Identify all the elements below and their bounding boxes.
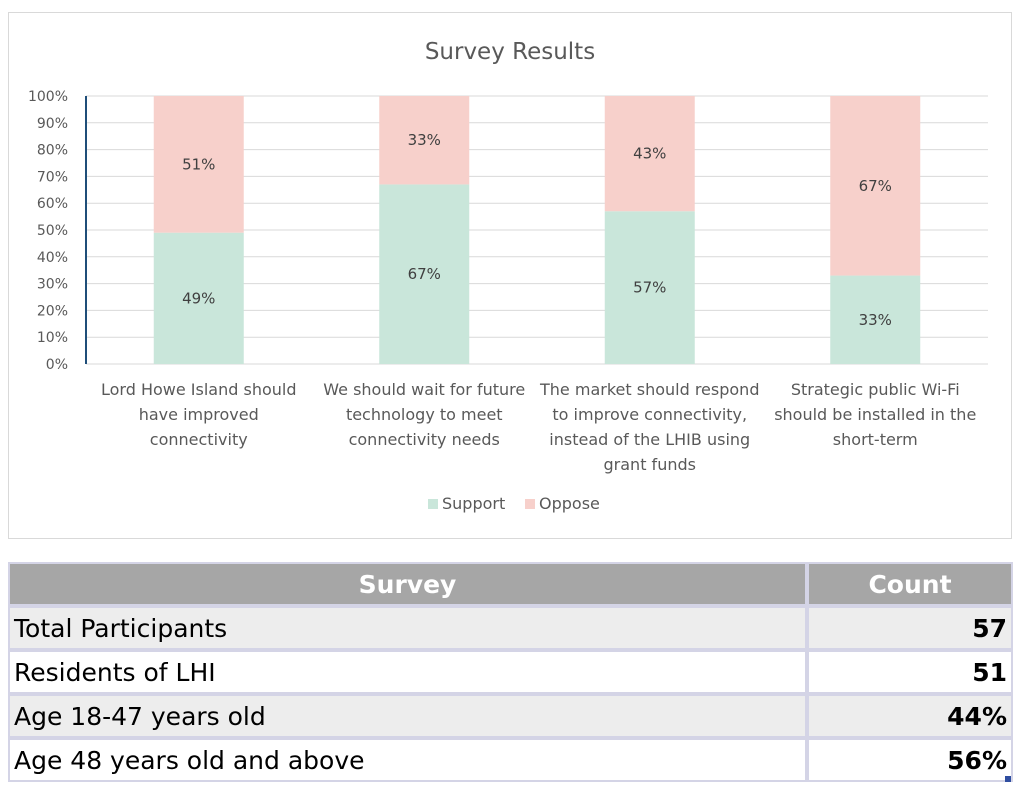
bar-oppose [379, 96, 470, 185]
x-category-label: have improved [139, 405, 259, 424]
bar-support [379, 184, 470, 364]
x-category-label: Strategic public Wi-Fi [791, 380, 960, 399]
y-tick-label: 100% [28, 89, 68, 105]
bar-support [604, 211, 695, 364]
bar-oppose [604, 96, 695, 212]
x-category-label: The market should respond [539, 380, 759, 399]
table-row: Age 18-47 years old 44% [8, 694, 1013, 738]
x-category-label: to improve connectivity, [552, 405, 747, 424]
bar-oppose [153, 96, 244, 233]
legend-swatch-oppose [525, 499, 535, 509]
chart-frame: Survey Results 0% 10% 20% 30% 40% 50% 60% 70% 80%… [8, 12, 1012, 539]
table-row: Residents of LHI 51 [8, 650, 1013, 694]
data-label: 67% [859, 177, 892, 195]
data-label: 49% [182, 289, 215, 307]
x-category-label: We should wait for future [323, 380, 525, 399]
legend-label: Oppose [539, 494, 600, 513]
row-value: 44% [807, 694, 1013, 738]
y-tick-label: 80% [37, 143, 68, 159]
y-tick-label: 40% [37, 250, 68, 266]
x-category-label: grant funds [604, 455, 696, 474]
row-value: 51 [807, 650, 1013, 694]
data-label: 67% [408, 265, 441, 283]
survey-column-header: Survey [8, 562, 807, 606]
data-label: 57% [633, 279, 666, 297]
legend-swatch-support [428, 499, 438, 509]
x-category-label: should be installed in the [774, 405, 976, 424]
y-tick-label: 60% [37, 196, 68, 212]
x-category-label: technology to meet [346, 405, 503, 424]
data-label: 33% [859, 311, 892, 329]
bar-support [830, 275, 921, 364]
chart-title: Survey Results [425, 39, 595, 65]
row-label: Residents of LHI [8, 650, 807, 694]
x-category-label: short-term [833, 430, 918, 449]
y-tick-label: 0% [46, 357, 68, 373]
legend-label: Support [442, 494, 505, 513]
table-row: Total Participants 57 [8, 606, 1013, 650]
table-row: Age 48 years old and above 56% [8, 738, 1013, 782]
count-column-header: Count [807, 562, 1013, 606]
x-category-label: connectivity needs [349, 430, 500, 449]
data-label: 43% [633, 145, 666, 163]
x-category-label: Lord Howe Island should [101, 380, 297, 399]
row-label: Age 18-47 years old [8, 694, 807, 738]
y-tick-label: 90% [37, 116, 68, 132]
data-label: 51% [182, 155, 215, 173]
y-tick-label: 50% [37, 223, 68, 239]
survey-results-chart: Survey Results 0% 10% 20% 30% 40% 50% 60% 70% 80%… [28, 39, 988, 513]
row-label: Total Participants [8, 606, 807, 650]
row-value: 57 [807, 606, 1013, 650]
resize-handle-icon [1005, 776, 1011, 782]
y-tick-label: 10% [37, 330, 68, 346]
y-tick-label: 20% [37, 303, 68, 319]
data-label: 33% [408, 131, 441, 149]
x-category-label: connectivity [150, 430, 248, 449]
bar-oppose [830, 96, 921, 276]
x-category-label: instead of the LHIB using [549, 430, 750, 449]
row-value: 56% [807, 738, 1013, 782]
y-tick-label: 70% [37, 169, 68, 185]
survey-summary-table: Survey Count Total Participants 57 Resid… [8, 562, 1013, 782]
bar-support [153, 232, 244, 364]
row-label: Age 48 years old and above [8, 738, 807, 782]
y-tick-label: 30% [37, 277, 68, 293]
table-header-row: Survey Count [8, 562, 1013, 606]
